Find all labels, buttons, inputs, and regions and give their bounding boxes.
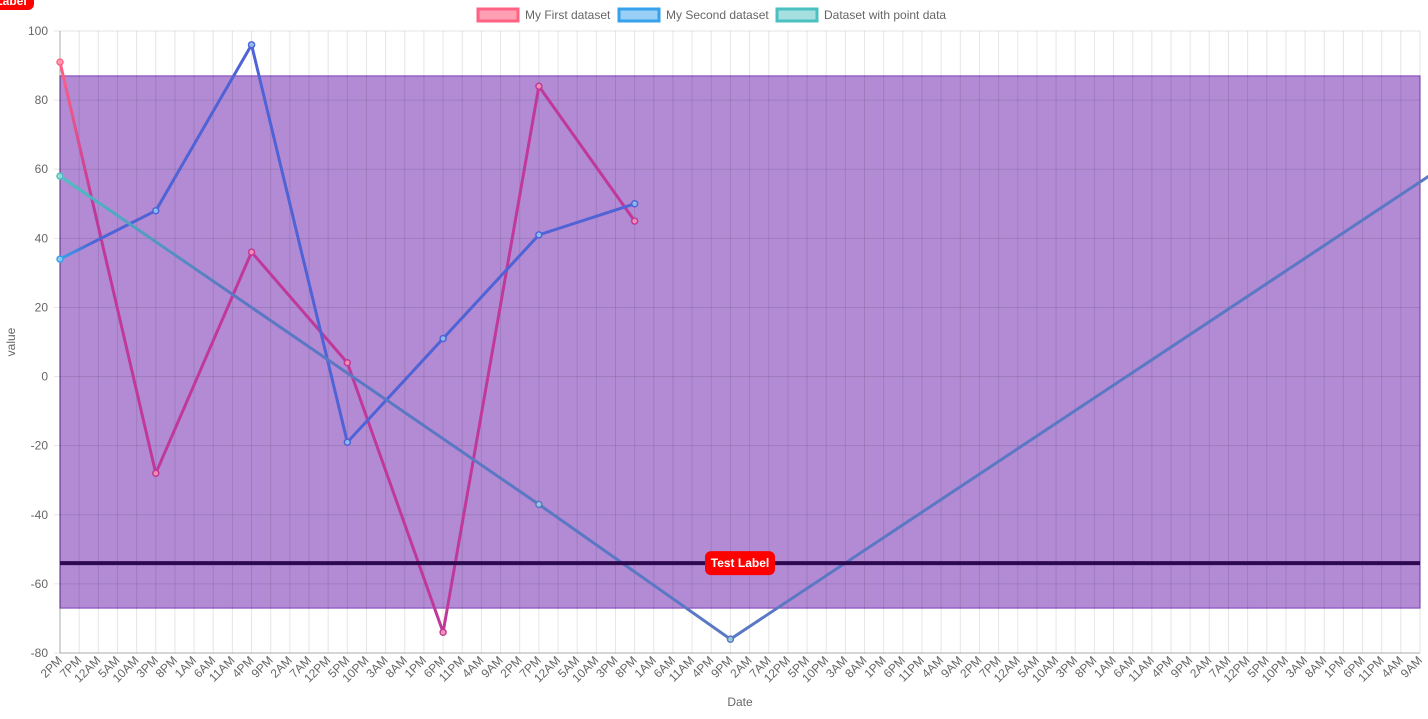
series-line-segment	[154, 43, 254, 213]
series-line-segment	[345, 361, 445, 634]
data-point	[726, 635, 735, 643]
annotation-box	[59, 75, 1421, 609]
x-tick-labels: 2PM7PM12AM5AM10AM3PM8PM1AM6AM11AM4PM9PM2…	[38, 653, 1425, 685]
legend-item[interactable]: My First dataset	[476, 7, 611, 23]
series-1	[56, 58, 639, 637]
annotation-box-layer	[59, 75, 1421, 609]
legend-swatch	[476, 7, 520, 23]
legend[interactable]: My First dataset My Second dataset Dataset…	[476, 7, 946, 23]
y-tick-label: 60	[35, 162, 49, 176]
annotation-label: Test Label	[711, 556, 769, 570]
x-axis-title: Date	[727, 695, 753, 709]
axes	[59, 31, 1420, 654]
data-point	[152, 206, 160, 215]
data-point	[247, 41, 256, 49]
series-2	[56, 41, 639, 446]
corner-label: Label	[0, 0, 27, 8]
series-layer	[56, 41, 1428, 643]
data-point	[630, 200, 639, 208]
y-tick-label: -20	[31, 439, 49, 453]
y-tick-label: 20	[35, 300, 49, 314]
y-tick-label: 0	[41, 370, 48, 384]
data-point	[343, 358, 352, 367]
series-line-segment	[537, 502, 732, 641]
data-point	[535, 231, 543, 239]
legend-label: My First dataset	[525, 8, 611, 22]
y-tick-label: -40	[31, 508, 49, 522]
legend-swatch	[775, 7, 819, 23]
series-line-segment	[154, 250, 254, 475]
series-line-segment	[441, 233, 541, 341]
series-line-segment	[250, 250, 349, 365]
annotation-line-layer: Test Label Label	[0, 0, 1420, 576]
x-tick-label: 9AM	[1398, 653, 1425, 680]
series-line-segment	[58, 209, 158, 261]
data-point	[535, 500, 543, 509]
data-point	[439, 334, 447, 343]
legend-item[interactable]: My Second dataset	[617, 7, 769, 23]
legend-item[interactable]: Dataset with point data	[775, 7, 946, 23]
data-point	[630, 217, 639, 225]
data-point	[56, 58, 64, 66]
y-tick-label: -80	[31, 646, 49, 660]
y-tick-label: 80	[35, 93, 49, 107]
legend-label: My Second dataset	[666, 8, 769, 22]
data-point	[56, 172, 64, 180]
y-axis-title: value	[4, 327, 18, 356]
y-tick-label: -60	[31, 577, 49, 591]
series-line-segment	[537, 84, 637, 223]
series-line-segment	[537, 202, 637, 237]
series-line-segment	[441, 84, 541, 634]
annotation-label-bg	[705, 551, 775, 576]
series-line-segment	[345, 337, 445, 444]
series-3	[56, 172, 1428, 643]
corner-label-bg	[0, 0, 34, 10]
data-point	[247, 248, 256, 256]
series-line-segment	[58, 60, 158, 475]
legend-swatch	[617, 7, 661, 23]
legend-label: Dataset with point data	[824, 8, 946, 22]
data-point	[439, 628, 447, 637]
data-point	[343, 438, 352, 446]
data-point	[56, 255, 64, 263]
data-point	[152, 469, 160, 478]
data-point	[535, 82, 543, 91]
y-tick-labels: 100 80 60 40 20 0 -20 -40 -60 -80	[28, 24, 48, 660]
y-tick-label: 40	[35, 231, 49, 245]
series-line-segment	[728, 174, 1428, 641]
y-tick-label: 100	[28, 24, 48, 38]
series-line-segment	[250, 43, 349, 444]
series-line-segment	[58, 174, 541, 506]
gridlines	[54, 30, 1421, 654]
